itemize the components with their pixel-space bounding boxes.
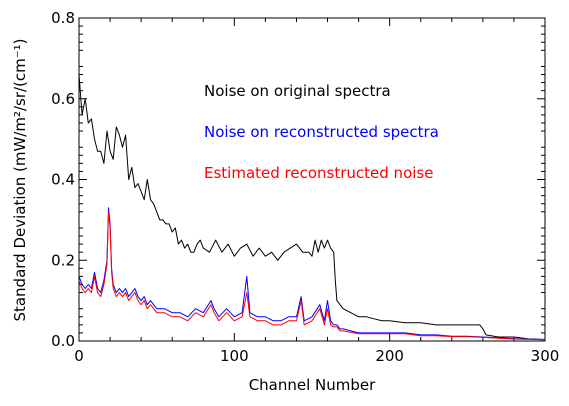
series-line-0 [78,74,546,341]
y-tick-label: 0.2 [51,251,75,269]
y-tick-label: 0.6 [51,90,75,108]
tick-marks [78,17,546,342]
legend: Noise on original spectra Noise on recons… [204,82,439,182]
y-tick-label: 0.4 [51,171,75,189]
y-axis-title: Standard Deviation (mW/m²/sr/(cm⁻¹) [11,38,29,321]
x-axis-title: Channel Number [249,376,376,394]
series-lines [78,74,546,341]
y-tick-label: 0.8 [51,9,75,27]
x-tick-label: 100 [220,347,249,365]
x-tick-label: 200 [375,347,404,365]
series-line-1 [78,207,546,340]
legend-entry-2: Estimated reconstructed noise [204,164,433,182]
x-tick-label: 0 [74,347,84,365]
x-tick-label: 300 [531,347,560,365]
tick-labels: 0 100 200 300 0.0 0.2 0.4 0.6 0.8 [51,9,559,365]
legend-entry-0: Noise on original spectra [204,82,391,100]
y-tick-label: 0.0 [51,332,75,350]
legend-entry-1: Noise on reconstructed spectra [204,123,439,141]
series-line-2 [78,211,546,341]
